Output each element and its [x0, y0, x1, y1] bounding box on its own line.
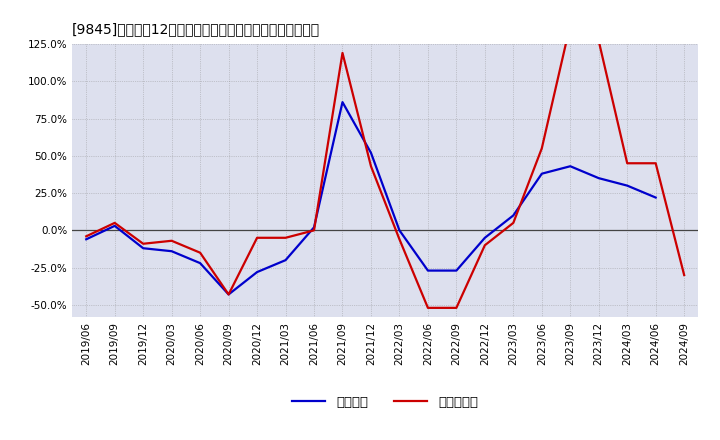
当期純利益: [595, 38, 603, 44]
経常利益: [652, 195, 660, 200]
当期純利益: [480, 242, 489, 248]
経常利益: [423, 268, 432, 273]
経常利益: [338, 99, 347, 105]
当期純利益: [82, 234, 91, 239]
当期純利益: [196, 250, 204, 255]
当期純利益: [110, 220, 119, 226]
経常利益: [509, 213, 518, 218]
当期純利益: [623, 161, 631, 166]
経常利益: [253, 269, 261, 275]
当期純利益: [338, 50, 347, 55]
経常利益: [282, 257, 290, 263]
経常利益: [225, 292, 233, 297]
経常利益: [366, 150, 375, 155]
当期純利益: [167, 238, 176, 243]
経常利益: [110, 223, 119, 228]
経常利益: [395, 227, 404, 233]
経常利益: [480, 235, 489, 240]
経常利益: [537, 171, 546, 176]
Legend: 経常利益, 当期純利益: 経常利益, 当期純利益: [287, 390, 483, 414]
当期純利益: [452, 305, 461, 311]
当期純利益: [509, 220, 518, 226]
経常利益: [196, 260, 204, 266]
当期純利益: [566, 22, 575, 27]
Line: 経常利益: 経常利益: [86, 102, 656, 294]
経常利益: [310, 225, 318, 230]
経常利益: [139, 246, 148, 251]
経常利益: [452, 268, 461, 273]
当期純利益: [395, 237, 404, 242]
当期純利益: [310, 227, 318, 233]
当期純利益: [680, 272, 688, 278]
当期純利益: [225, 292, 233, 297]
経常利益: [167, 249, 176, 254]
当期純利益: [537, 146, 546, 151]
当期純利益: [282, 235, 290, 240]
当期純利益: [652, 161, 660, 166]
経常利益: [566, 164, 575, 169]
Text: [9845]　利益だ12か月移動合計の対前年同期増減率の推移: [9845] 利益だ12か月移動合計の対前年同期増減率の推移: [72, 22, 320, 36]
当期純利益: [253, 235, 261, 240]
当期純利益: [139, 241, 148, 246]
当期純利益: [423, 305, 432, 311]
経常利益: [595, 176, 603, 181]
Line: 当期純利益: 当期純利益: [86, 25, 684, 308]
経常利益: [82, 237, 91, 242]
経常利益: [623, 183, 631, 188]
当期純利益: [366, 164, 375, 169]
